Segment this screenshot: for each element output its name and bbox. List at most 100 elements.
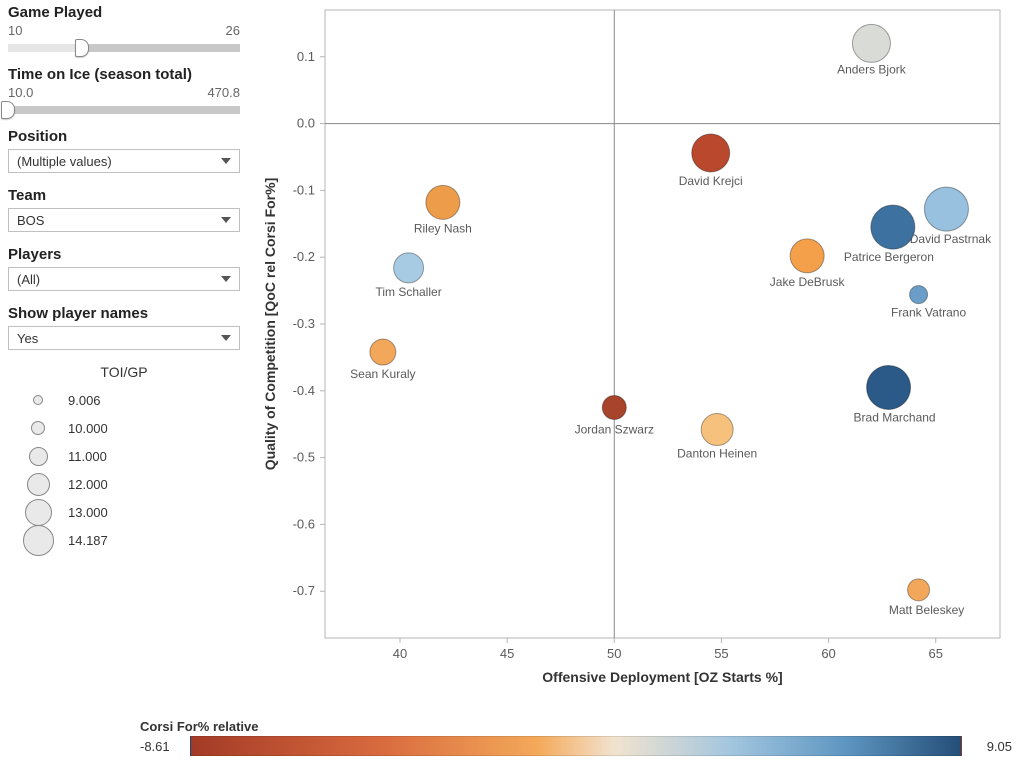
color-legend-max: 9.05	[962, 739, 1012, 754]
chevron-down-icon	[221, 335, 231, 341]
color-legend: Corsi For% relative -8.61 9.05	[140, 719, 1012, 756]
range-min-label: 10	[8, 23, 22, 38]
time-on-ice-slider[interactable]	[8, 106, 240, 114]
dropdown-value: (All)	[17, 272, 40, 287]
size-legend-circle	[33, 395, 43, 405]
chart-point[interactable]	[852, 24, 890, 62]
svg-text:45: 45	[500, 646, 514, 661]
svg-text:-0.1: -0.1	[293, 182, 315, 197]
chart-point-label: Patrice Bergeron	[844, 250, 934, 264]
chart-point[interactable]	[908, 579, 930, 601]
chart-point-label: David Krejci	[679, 174, 743, 188]
chart-point-label: Danton Heinen	[677, 447, 757, 461]
chart-point-label: Riley Nash	[414, 221, 472, 235]
chart-point-label: Jake DeBrusk	[770, 275, 846, 289]
chart-point[interactable]	[871, 205, 915, 249]
filter-title: Time on Ice (season total)	[8, 66, 240, 83]
range-min-label: 10.0	[8, 85, 33, 100]
scatter-chart: 40 45 50 55 60 65 0.1 0.0 -0.1 -0.2 -0.3 -0.4 -0.5 -0…	[255, 0, 1015, 700]
dropdown-value: BOS	[17, 213, 44, 228]
range-max-label: 26	[226, 23, 240, 38]
filter-players: Players (All)	[8, 246, 240, 291]
svg-text:-0.3: -0.3	[293, 316, 315, 331]
size-legend-row: 12.000	[8, 470, 240, 498]
size-legend-label: 12.000	[68, 477, 108, 492]
size-legend-row: 14.187	[8, 526, 240, 554]
size-legend-circle	[31, 421, 45, 435]
chart-point-label: Tim Schaller	[375, 285, 441, 299]
team-dropdown[interactable]: BOS	[8, 208, 240, 232]
chart-point[interactable]	[867, 365, 911, 409]
filter-team: Team BOS	[8, 187, 240, 232]
chart-point-label: David Pastrnak	[910, 232, 992, 246]
chart-point[interactable]	[790, 239, 824, 273]
size-legend-circle	[23, 525, 54, 556]
size-legend-label: 14.187	[68, 533, 108, 548]
svg-text:60: 60	[821, 646, 835, 661]
filter-title: Game Played	[8, 4, 240, 21]
svg-text:65: 65	[928, 646, 942, 661]
chart-point[interactable]	[701, 414, 733, 446]
filter-time-on-ice: Time on Ice (season total) 10.0 470.8	[8, 66, 240, 114]
chart-point[interactable]	[602, 396, 626, 420]
chart-point-label: Frank Vatrano	[891, 306, 966, 320]
size-legend-circle	[29, 447, 48, 466]
size-legend-row: 11.000	[8, 442, 240, 470]
svg-text:-0.6: -0.6	[293, 516, 315, 531]
color-legend-min: -8.61	[140, 739, 190, 754]
filter-position: Position (Multiple values)	[8, 128, 240, 173]
size-legend-circle	[27, 473, 50, 496]
filter-title: Show player names	[8, 305, 240, 322]
chart-point-label: Sean Kuraly	[350, 367, 415, 381]
chevron-down-icon	[221, 217, 231, 223]
chevron-down-icon	[221, 158, 231, 164]
chart-point-label: Brad Marchand	[854, 410, 936, 424]
games-played-slider[interactable]	[8, 44, 240, 52]
slider-thumb[interactable]	[1, 101, 15, 119]
position-dropdown[interactable]: (Multiple values)	[8, 149, 240, 173]
filter-title: Team	[8, 187, 240, 204]
size-legend-label: 9.006	[68, 393, 101, 408]
size-legend-title: TOI/GP	[8, 364, 240, 380]
show-names-dropdown[interactable]: Yes	[8, 326, 240, 350]
svg-text:0.1: 0.1	[297, 49, 315, 64]
filter-title: Position	[8, 128, 240, 145]
svg-text:-0.5: -0.5	[293, 450, 315, 465]
svg-text:-0.7: -0.7	[293, 583, 315, 598]
players-dropdown[interactable]: (All)	[8, 267, 240, 291]
chart-point-label: Jordan Szwarz	[575, 423, 654, 437]
svg-text:0.0: 0.0	[297, 116, 315, 131]
svg-text:50: 50	[607, 646, 621, 661]
svg-text:55: 55	[714, 646, 728, 661]
chart-point[interactable]	[910, 286, 928, 304]
size-legend-label: 11.000	[68, 449, 107, 464]
size-legend-circle	[25, 499, 52, 526]
filter-show-names: Show player names Yes	[8, 305, 240, 350]
slider-thumb[interactable]	[75, 39, 89, 57]
color-legend-title: Corsi For% relative	[140, 719, 1012, 734]
svg-text:Offensive Deployment [OZ Start: Offensive Deployment [OZ Starts %]	[542, 669, 782, 685]
color-gradient-bar	[190, 736, 962, 756]
chart-point-label: Anders Bjork	[837, 62, 907, 76]
size-legend-row: 13.000	[8, 498, 240, 526]
svg-text:Quality of Competition [QoC re: Quality of Competition [QoC rel Corsi Fo…	[262, 178, 278, 470]
chart-point[interactable]	[394, 253, 424, 283]
size-legend-label: 10.000	[68, 421, 108, 436]
chart-point[interactable]	[426, 185, 460, 219]
chart-point[interactable]	[924, 187, 968, 231]
slider-fill	[8, 106, 240, 114]
svg-text:40: 40	[393, 646, 407, 661]
svg-text:-0.2: -0.2	[293, 249, 315, 264]
dropdown-value: Yes	[17, 331, 38, 346]
svg-text:-0.4: -0.4	[293, 383, 315, 398]
size-legend-label: 13.000	[68, 505, 108, 520]
chevron-down-icon	[221, 276, 231, 282]
chart-point[interactable]	[370, 339, 396, 365]
dropdown-value: (Multiple values)	[17, 154, 112, 169]
chart-point-label: Matt Beleskey	[889, 603, 964, 617]
range-max-label: 470.8	[207, 85, 240, 100]
chart-point[interactable]	[692, 134, 730, 172]
size-legend: TOI/GP 9.006 10.000 11.000 12.000 13.000 14.1…	[8, 364, 240, 554]
slider-fill	[82, 44, 240, 52]
size-legend-row: 10.000	[8, 414, 240, 442]
